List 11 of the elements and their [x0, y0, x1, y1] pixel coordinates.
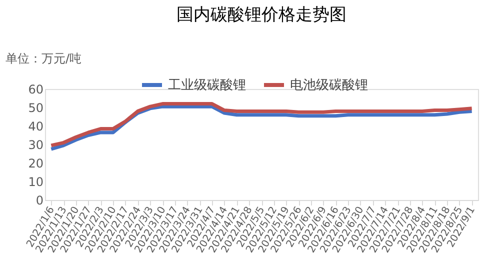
- y-tick-label: 30: [28, 138, 44, 152]
- legend-label: 电池级碳酸锂: [290, 78, 368, 93]
- y-tick-label: 40: [28, 120, 44, 134]
- y-tick-label: 50: [28, 101, 44, 115]
- y-tick-label: 0: [36, 194, 44, 208]
- y-tick-label: 20: [28, 156, 44, 170]
- y-tick-label: 60: [28, 82, 44, 96]
- legend-label: 工业级碳酸锂: [168, 78, 246, 93]
- y-tick-label: 10: [28, 175, 44, 189]
- y-axis-title: 单位：万元/吨: [6, 52, 82, 66]
- chart-title: 国内碳酸锂价格走势图: [176, 5, 346, 25]
